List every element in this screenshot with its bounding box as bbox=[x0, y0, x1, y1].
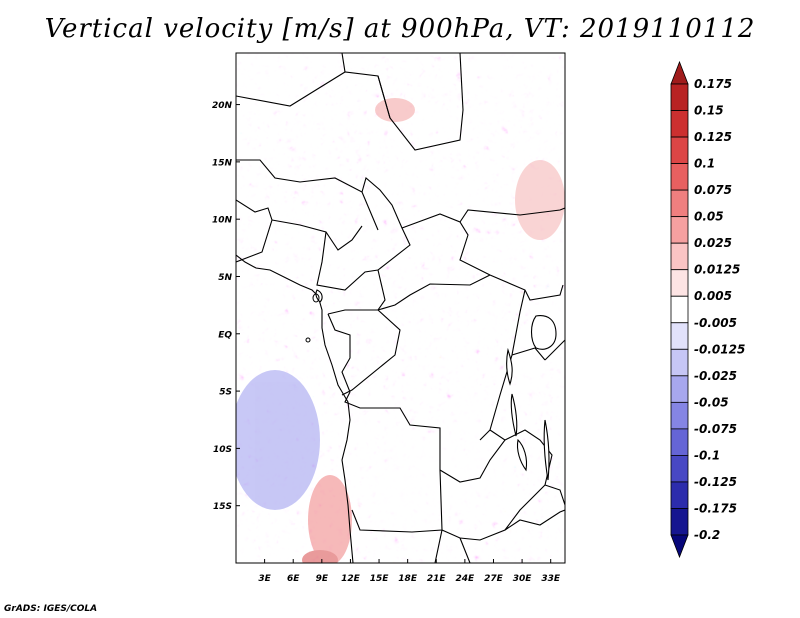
x-tick-label: 18E bbox=[398, 574, 418, 584]
x-tick-label: 21E bbox=[427, 574, 447, 584]
colorbar-label: -0.1 bbox=[694, 448, 720, 462]
colorbar-segment bbox=[670, 189, 689, 218]
colorbar-label: -0.0125 bbox=[694, 342, 745, 356]
colorbar-label: -0.075 bbox=[694, 422, 737, 436]
colorbar-segment bbox=[670, 401, 689, 430]
y-tick-label: 15N bbox=[212, 158, 233, 168]
map-frame bbox=[235, 52, 566, 564]
x-axis: 3E 6E 9E 12E 15E 18E 21E 24E 27E 30E 33E bbox=[258, 559, 561, 584]
y-tick-label: 10S bbox=[213, 445, 232, 455]
country-borders bbox=[236, 53, 565, 563]
colorbar-segment bbox=[670, 163, 689, 191]
colorbar-segment bbox=[670, 242, 689, 271]
colorbar-label: 0.005 bbox=[694, 289, 732, 303]
x-tick-label: 12E bbox=[341, 574, 361, 584]
colorbar-label: 0.0125 bbox=[694, 263, 740, 277]
chart-title: Vertical velocity [m/s] at 900hPa, VT: 2… bbox=[44, 14, 756, 44]
colorbar-bottom-arrow bbox=[670, 534, 689, 559]
colorbar-label: -0.2 bbox=[694, 528, 720, 542]
colorbar-segment bbox=[670, 136, 689, 164]
colorbar-segment bbox=[670, 110, 689, 138]
x-tick-label: 6E bbox=[287, 574, 300, 584]
colorbar-label: 0.125 bbox=[694, 130, 732, 144]
y-axis: 20N 15N 10N 5N EQ 5S 10S 15S bbox=[212, 101, 240, 512]
colorbar-segment bbox=[670, 269, 689, 297]
colorbar-segment bbox=[670, 481, 689, 509]
lakes bbox=[315, 289, 557, 481]
colorbar-label: 0.05 bbox=[694, 210, 724, 224]
grads-credit: GrADS: IGES/COLA bbox=[4, 604, 98, 614]
colorbar-segment bbox=[670, 295, 689, 324]
colorbar-segment bbox=[670, 375, 689, 403]
y-tick-label: 5S bbox=[219, 388, 232, 398]
colorbar-segment bbox=[670, 83, 689, 111]
y-tick-label: 5N bbox=[218, 273, 232, 283]
islands bbox=[305, 293, 320, 343]
colorbar-segment bbox=[670, 428, 689, 456]
colorbar-segment bbox=[670, 508, 689, 536]
x-tick-label: 30E bbox=[513, 574, 533, 584]
colorbar-label: -0.025 bbox=[694, 369, 737, 383]
colorbar-top-arrow bbox=[670, 60, 689, 85]
x-tick-label: 24E bbox=[456, 574, 476, 584]
colorbar-label: -0.175 bbox=[694, 501, 737, 515]
x-tick-label: 3E bbox=[258, 574, 271, 584]
colorbar-segment bbox=[670, 455, 689, 483]
y-tick-label: 20N bbox=[212, 101, 233, 111]
colorbar-label: -0.05 bbox=[694, 395, 729, 409]
x-tick-label: 33E bbox=[541, 574, 561, 584]
colorbar-label: -0.005 bbox=[694, 316, 737, 330]
y-tick-label: 15S bbox=[213, 502, 232, 512]
colorbar-segment bbox=[670, 322, 689, 350]
y-tick-label: EQ bbox=[218, 330, 232, 340]
colorbar: 0.175 0.15 0.125 0.1 0.075 0.05 0.025 0.0125 0.0… bbox=[670, 60, 745, 559]
x-tick-label: 15E bbox=[370, 574, 390, 584]
colorbar-label: 0.175 bbox=[694, 77, 732, 91]
coastline bbox=[236, 254, 354, 563]
x-tick-label: 27E bbox=[484, 574, 504, 584]
colorbar-label: -0.125 bbox=[694, 475, 737, 489]
x-tick-label: 9E bbox=[316, 574, 329, 584]
velocity-zones bbox=[236, 98, 565, 563]
colorbar-label: 0.1 bbox=[694, 157, 715, 171]
colorbar-label: 0.075 bbox=[694, 183, 732, 197]
colorbar-label: 0.15 bbox=[694, 104, 724, 118]
colorbar-segment bbox=[670, 348, 689, 377]
colorbar-label: 0.025 bbox=[694, 236, 732, 250]
map-plot-area bbox=[236, 53, 565, 563]
colorbar-segment bbox=[670, 216, 689, 244]
y-tick-label: 10N bbox=[212, 216, 233, 226]
